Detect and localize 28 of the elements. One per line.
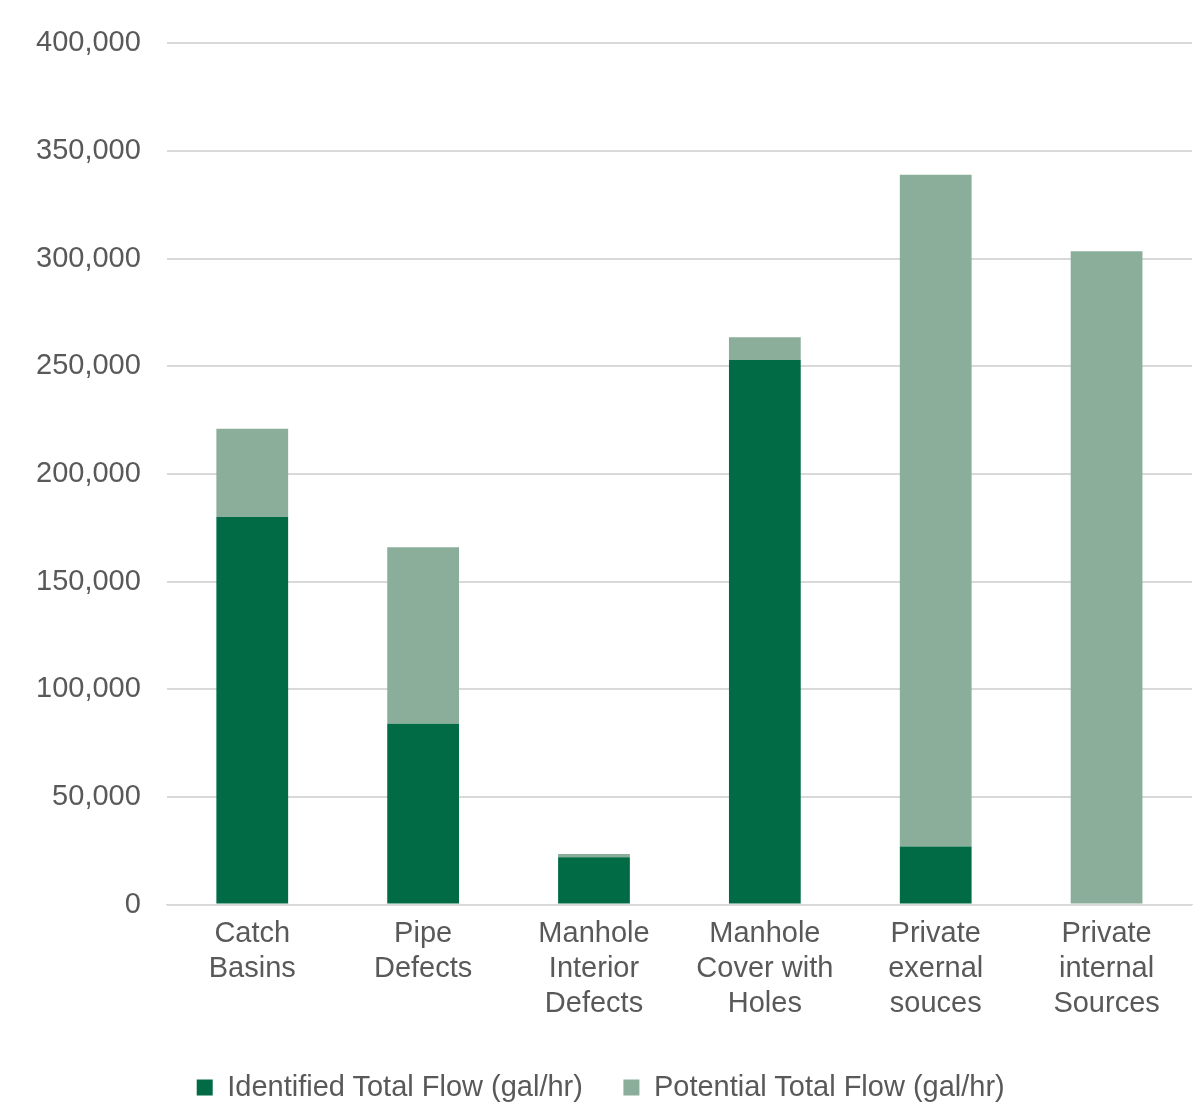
y-tick-label: 100,000 (36, 671, 141, 704)
bar (387, 547, 459, 724)
legend-label: Potential Total Flow (gal/hr) (653, 1069, 1005, 1102)
x-tick-label: Catch Basins (208, 916, 296, 983)
x-tick-label: Private internal Sources (1053, 916, 1160, 1018)
y-tick-label: 50,000 (52, 778, 141, 811)
bar (216, 517, 289, 904)
bar (899, 846, 972, 904)
y-tick-label: 250,000 (36, 348, 141, 381)
x-tick-label: Private exernal souces (888, 916, 984, 1018)
y-tick-label: 350,000 (36, 133, 141, 166)
y-tick-label: 150,000 (36, 563, 141, 596)
x-tick-label: Manhole Interior Defects (538, 916, 650, 1018)
bar (216, 428, 289, 518)
legend-label: Identified Total Flow (gal/hr) (227, 1069, 583, 1102)
y-tick-label: 400,000 (36, 25, 141, 58)
bar (558, 857, 630, 904)
y-tick-label: 300,000 (36, 240, 141, 273)
y-tick-label: 0 (124, 886, 141, 919)
y-tick-label: 200,000 (36, 456, 141, 488)
bar (728, 359, 801, 904)
bar (899, 174, 972, 847)
x-tick-label: Manhole Cover with Holes (696, 916, 834, 1018)
bar (387, 723, 459, 904)
bar (728, 337, 801, 360)
bar (558, 854, 630, 858)
bar (1070, 251, 1143, 904)
x-tick-label: Pipe Defects (373, 916, 473, 983)
